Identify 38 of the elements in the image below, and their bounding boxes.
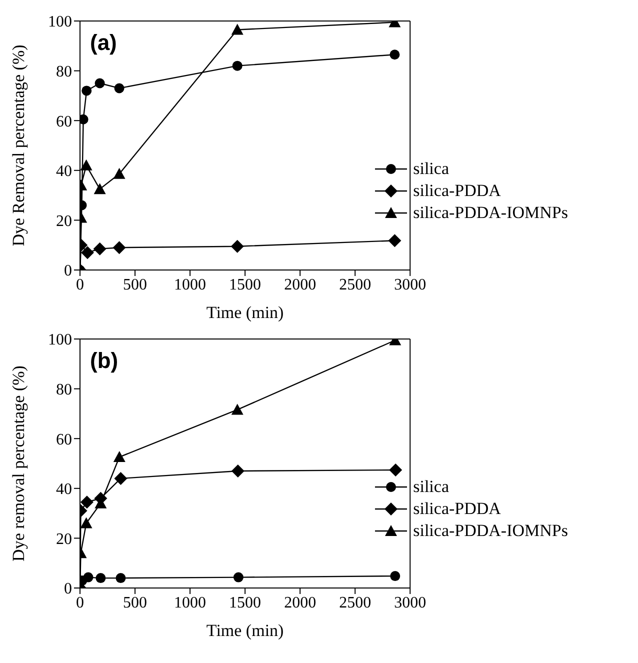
annotation: (b) [90, 348, 118, 374]
legend-label: silica-PDDA-IOMNPs [413, 202, 568, 224]
y-tick-label: 80 [56, 63, 72, 80]
y-tick-label: 20 [56, 530, 72, 548]
y-axis-title: Dye Removal percentage (%) [9, 44, 28, 246]
x-tick-label: 1000 [174, 276, 206, 294]
x-axis-title: Time (min) [206, 621, 284, 640]
x-tick-label: 500 [123, 594, 148, 612]
x-tick-label: 1500 [229, 594, 262, 612]
y-tick-label: 80 [56, 381, 72, 398]
y-tick-label: 0 [64, 580, 72, 598]
x-tick-label: 0 [76, 594, 84, 612]
x-tick-label: 2500 [339, 594, 372, 612]
y-axis-title: Dye removal percentage (%) [9, 366, 28, 562]
x-tick-label: 2000 [284, 276, 316, 294]
legend-label: silica [413, 158, 449, 180]
x-tick-label: 1500 [229, 276, 262, 294]
x-tick-label: 3000 [394, 594, 426, 612]
annotation: (a) [90, 30, 117, 56]
y-tick-label: 100 [48, 14, 72, 31]
x-tick-label: 0 [76, 276, 84, 294]
y-tick-label: 60 [56, 431, 72, 448]
y-tick-label: 40 [56, 481, 72, 498]
legend-label: silica-PDDA-IOMNPs [413, 520, 568, 542]
x-tick-label: 2000 [284, 594, 316, 612]
legend-label: silica-PDDA [413, 180, 501, 202]
y-tick-label: 40 [56, 163, 72, 180]
y-tick-label: 100 [48, 332, 72, 349]
x-tick-label: 1000 [174, 594, 206, 612]
y-tick-label: 60 [56, 113, 72, 130]
x-tick-label: 3000 [394, 276, 426, 294]
y-tick-label: 20 [56, 212, 72, 230]
legend-label: silica-PDDA [413, 498, 501, 520]
x-axis-title: Time (min) [206, 303, 284, 322]
x-tick-label: 2500 [339, 276, 372, 294]
y-tick-label: 0 [64, 262, 72, 280]
legend-label: silica [413, 476, 449, 498]
x-tick-label: 500 [123, 276, 148, 294]
